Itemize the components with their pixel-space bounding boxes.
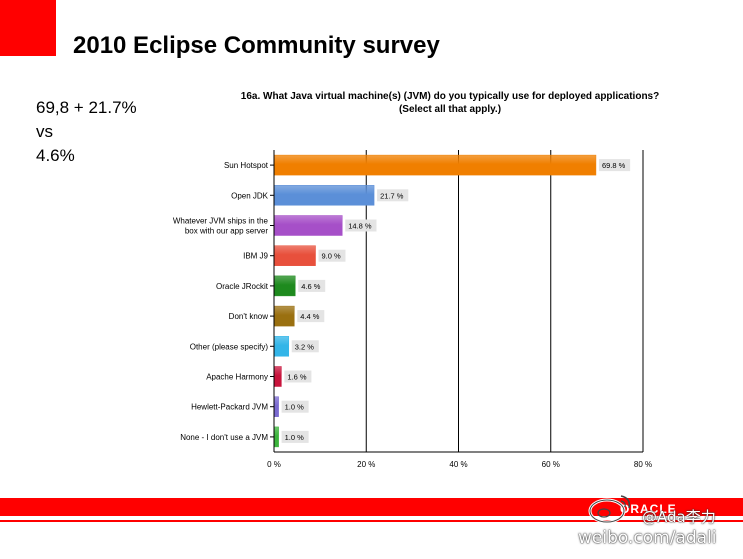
value-label-box xyxy=(345,219,377,232)
value-label-box xyxy=(377,189,409,202)
slide-title: 2010 Eclipse Community survey xyxy=(73,32,440,59)
value-label: 1.0 % xyxy=(285,433,305,442)
bar-3 xyxy=(273,245,316,266)
chart-title-line-2: (Select all that apply.) xyxy=(398,104,502,115)
side-note: 69,8 + 21.7% vs 4.6% xyxy=(36,96,137,168)
bar-2 xyxy=(273,215,343,236)
value-label: 4.4 % xyxy=(300,312,320,321)
category-label: None - I don't use a JVM xyxy=(180,433,268,442)
category-label: Apache Harmony xyxy=(206,373,268,382)
category-label: box with our app server xyxy=(185,227,268,236)
category-label: Oracle JRockit xyxy=(216,282,269,291)
oracle-logo: ORACLE xyxy=(620,502,677,516)
category-label: Don't know xyxy=(229,312,269,321)
side-note-line-2: vs xyxy=(36,122,53,141)
x-tick-label: 80 % xyxy=(634,460,652,469)
value-label-box xyxy=(281,430,309,443)
x-tick-label: 20 % xyxy=(357,460,375,469)
side-note-line-1: 69,8 + 21.7% xyxy=(36,98,137,117)
bar-9 xyxy=(273,426,279,448)
value-label-box xyxy=(318,249,346,262)
chart-title-line-1: 16a. What Java virtual machine(s) (JVM) … xyxy=(240,91,660,102)
bar-8 xyxy=(273,396,279,417)
x-tick-label: 0 % xyxy=(267,460,281,469)
value-label-box xyxy=(291,340,319,353)
footer-red-line xyxy=(0,520,743,522)
x-tick-label: 60 % xyxy=(542,460,560,469)
category-label: Hewlett-Packard JVM xyxy=(191,403,268,412)
bar-5 xyxy=(273,305,295,327)
category-label: Open JDK xyxy=(231,191,269,200)
watermark-url: weibo.com/adali xyxy=(578,528,717,548)
value-label: 21.7 % xyxy=(380,191,404,200)
category-label: IBM J9 xyxy=(243,252,268,261)
weibo-icon xyxy=(588,495,631,524)
value-label: 3.2 % xyxy=(295,342,315,351)
footer-red-bar xyxy=(0,498,743,516)
watermark-handle: @Ada李力 xyxy=(642,508,716,526)
bar-4 xyxy=(273,275,296,297)
category-label: Other (please specify) xyxy=(190,342,269,351)
value-label-box xyxy=(281,400,309,413)
chart-title: 16a. What Java virtual machine(s) (JVM) … xyxy=(130,90,743,116)
category-label: Whatever JVM ships in the xyxy=(173,217,269,226)
value-label-box xyxy=(284,370,312,383)
value-label: 1.6 % xyxy=(287,373,307,382)
bar-7 xyxy=(273,366,282,387)
value-label: 69.8 % xyxy=(602,161,626,170)
bar-1 xyxy=(273,185,375,206)
x-tick-label: 40 % xyxy=(449,460,467,469)
value-label-box xyxy=(297,310,325,323)
bar-0 xyxy=(273,154,597,176)
bar-6 xyxy=(273,336,290,357)
red-corner-decoration xyxy=(0,0,56,56)
value-label-box xyxy=(598,159,631,172)
value-label: 9.0 % xyxy=(322,252,342,261)
side-note-line-3: 4.6% xyxy=(36,146,75,165)
value-label: 1.0 % xyxy=(285,403,305,412)
value-label: 4.6 % xyxy=(301,282,321,291)
value-label: 14.8 % xyxy=(348,222,372,231)
category-label: Sun Hotspot xyxy=(224,161,269,170)
value-label-box xyxy=(298,279,326,292)
